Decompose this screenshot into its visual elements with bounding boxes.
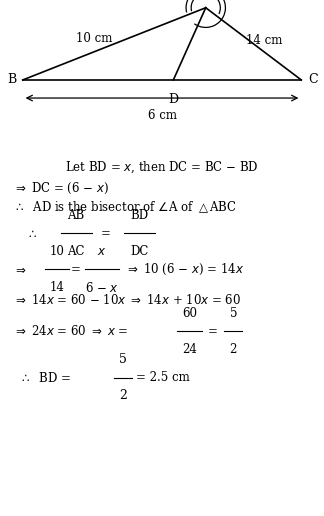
Text: 14: 14 [49, 281, 64, 294]
Text: 5: 5 [119, 353, 127, 366]
Text: 6 cm: 6 cm [147, 109, 177, 122]
Text: 6 $-$ $x$: 6 $-$ $x$ [85, 281, 119, 295]
Text: 60: 60 [182, 307, 197, 320]
Text: = 2.5 cm: = 2.5 cm [136, 371, 190, 384]
Text: AB: AB [67, 209, 85, 222]
Text: 14 cm: 14 cm [246, 34, 282, 47]
Text: $x$: $x$ [98, 245, 107, 258]
Text: B: B [7, 73, 16, 87]
Text: 5: 5 [229, 307, 237, 320]
Text: C: C [308, 73, 318, 87]
Text: $\Rightarrow$ DC = (6 $-$ $x$): $\Rightarrow$ DC = (6 $-$ $x$) [13, 181, 109, 196]
Text: $\therefore$  BD =: $\therefore$ BD = [19, 370, 71, 385]
Text: =: = [100, 227, 110, 240]
Text: 24: 24 [182, 343, 197, 356]
Text: $\Rightarrow$ 10 (6 $-$ $x$) = 14$x$: $\Rightarrow$ 10 (6 $-$ $x$) = 14$x$ [125, 262, 244, 277]
Text: D: D [168, 93, 179, 106]
Text: A: A [201, 0, 210, 2]
Text: $\Rightarrow$: $\Rightarrow$ [13, 263, 27, 276]
Text: =: = [207, 325, 217, 338]
Text: 10: 10 [49, 245, 64, 258]
Text: $\therefore$  AD is the bisector of $\angle$A of $\triangle$ABC: $\therefore$ AD is the bisector of $\ang… [13, 200, 237, 215]
Text: DC: DC [130, 245, 148, 257]
Text: Let BD = $x$, then DC = BC $-$ BD: Let BD = $x$, then DC = BC $-$ BD [65, 160, 259, 175]
Text: 10 cm: 10 cm [76, 32, 112, 45]
Text: $\Rightarrow$ 24$x$ = 60 $\Rightarrow$ $x$ =: $\Rightarrow$ 24$x$ = 60 $\Rightarrow$ $… [13, 324, 129, 338]
Text: =: = [71, 263, 81, 276]
Text: 2: 2 [230, 343, 237, 356]
Text: 2: 2 [119, 389, 127, 402]
Text: $\Rightarrow$ 14$x$ = 60 $-$ 10$x$ $\Rightarrow$ 14$x$ + 10$x$ = 60: $\Rightarrow$ 14$x$ = 60 $-$ 10$x$ $\Rig… [13, 293, 241, 308]
Text: $\therefore$: $\therefore$ [26, 227, 37, 240]
Text: AC: AC [67, 245, 85, 257]
Text: BD: BD [130, 209, 148, 222]
